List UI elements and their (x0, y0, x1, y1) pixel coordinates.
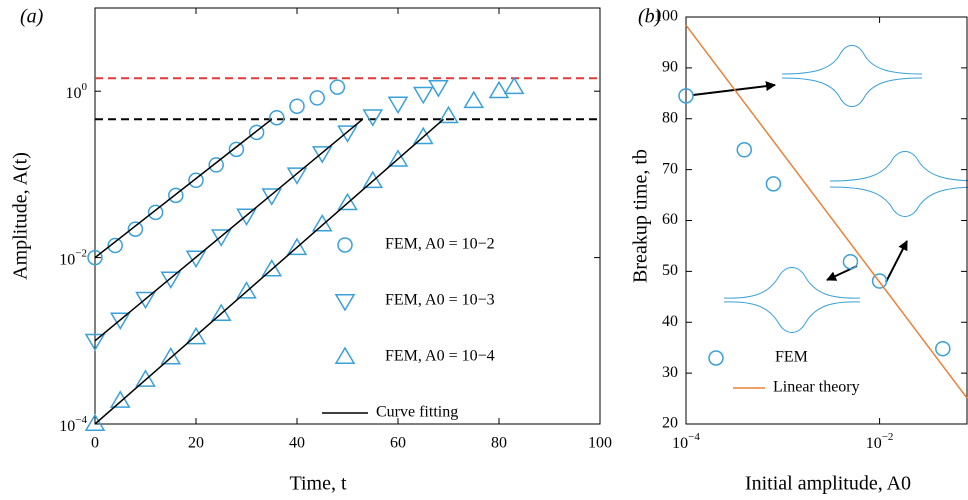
data-point (160, 347, 182, 365)
data-point (337, 192, 358, 211)
data-point (428, 80, 449, 98)
data-point (208, 157, 224, 173)
x-axis-label: Time, t (289, 473, 347, 495)
data-point (185, 250, 207, 269)
data-point (109, 390, 131, 408)
data-point (228, 141, 245, 158)
data-point (269, 109, 285, 126)
x-tick-label: 10−2 (866, 431, 894, 452)
fit-line (685, 24, 968, 399)
data-point (503, 76, 525, 95)
data-point (87, 249, 103, 266)
data-point (188, 172, 204, 189)
x-tick-label: 0 (91, 435, 99, 452)
data-point (210, 229, 232, 247)
y-tick-label: 20 (662, 415, 678, 432)
panel: (a) Time, t Amplitude, A(t) 0 20 40 60 80 100 10−… (10, 6, 612, 495)
data-point (708, 350, 724, 366)
data-point (185, 326, 207, 345)
panel-label: (b) (638, 6, 662, 28)
legend-label: FEM, A0 = 10−3 (385, 292, 495, 309)
data-point (463, 90, 485, 109)
data-point (311, 214, 333, 232)
y-tick-label: 80 (662, 109, 678, 126)
data-point (334, 346, 356, 365)
data-point (309, 90, 325, 106)
panel: (b) Initial amplitude, A0 Breakup time, tb… (630, 6, 968, 495)
data-point (286, 167, 308, 185)
data-point (289, 98, 305, 114)
y-tick-label: 10−2 (59, 247, 87, 268)
data-point (387, 96, 409, 115)
y-axis-label: Amplitude, A(t) (10, 152, 32, 280)
data-point (362, 170, 384, 189)
plot-frame (685, 16, 968, 425)
legend-label: FEM, A0 = 10−2 (385, 236, 495, 253)
x-tick-label: 20 (188, 435, 204, 452)
data-point (236, 208, 257, 227)
x-tick-label: 100 (588, 435, 612, 452)
data-point (261, 188, 283, 206)
data-point (147, 204, 164, 221)
y-tick-label: 100 (66, 81, 88, 102)
x-tick-label: 40 (289, 435, 305, 452)
data-point (84, 333, 106, 352)
panel-label: (a) (20, 6, 44, 28)
data-point (84, 413, 106, 432)
data-point (109, 312, 131, 331)
data-point (412, 126, 434, 145)
data-point (935, 340, 951, 357)
data-point (127, 221, 144, 237)
y-axis-label: Breakup time, tb (630, 149, 652, 283)
y-tick-label: 10−4 (59, 414, 87, 435)
legend-label: FEM (775, 349, 808, 366)
y-tick-label: 90 (662, 59, 678, 76)
data-point (871, 273, 888, 289)
data-point (168, 187, 184, 204)
y-tick-label: 70 (662, 160, 678, 177)
x-tick-label: 80 (491, 435, 507, 452)
data-point (412, 86, 434, 105)
data-point (329, 79, 346, 95)
data-point (261, 258, 283, 277)
data-point (210, 303, 232, 322)
data-point (765, 176, 782, 192)
data-point (438, 105, 459, 124)
data-point (736, 142, 753, 158)
data-point (337, 125, 358, 143)
data-point (286, 237, 308, 256)
plot-frame (94, 7, 601, 425)
data-point (135, 369, 156, 387)
x-axis-label: Initial amplitude, A0 (745, 473, 911, 495)
data-point (236, 281, 257, 299)
y-tick-label: 40 (662, 313, 678, 330)
data-point (362, 109, 384, 127)
fit-line (94, 118, 444, 425)
x-tick-label: 60 (390, 435, 406, 452)
data-point (488, 80, 510, 99)
legend-label: FEM, A0 = 10−4 (385, 348, 495, 365)
data-point (248, 124, 265, 141)
data-point (387, 149, 409, 167)
data-point (678, 88, 694, 104)
data-point (107, 237, 123, 254)
data-point (160, 271, 182, 290)
data-point (334, 293, 356, 312)
y-tick-label: 100 (654, 8, 678, 25)
data-point (135, 291, 156, 310)
y-tick-label: 60 (662, 211, 678, 228)
legend-label: Curve fitting (376, 404, 458, 421)
y-tick-label: 50 (662, 262, 678, 279)
data-point (311, 146, 333, 164)
y-tick-label: 30 (662, 364, 678, 381)
x-tick-label: 10−4 (672, 431, 700, 452)
data-point (337, 237, 353, 253)
data-point (842, 253, 859, 270)
legend-label: Linear theory (773, 379, 860, 396)
